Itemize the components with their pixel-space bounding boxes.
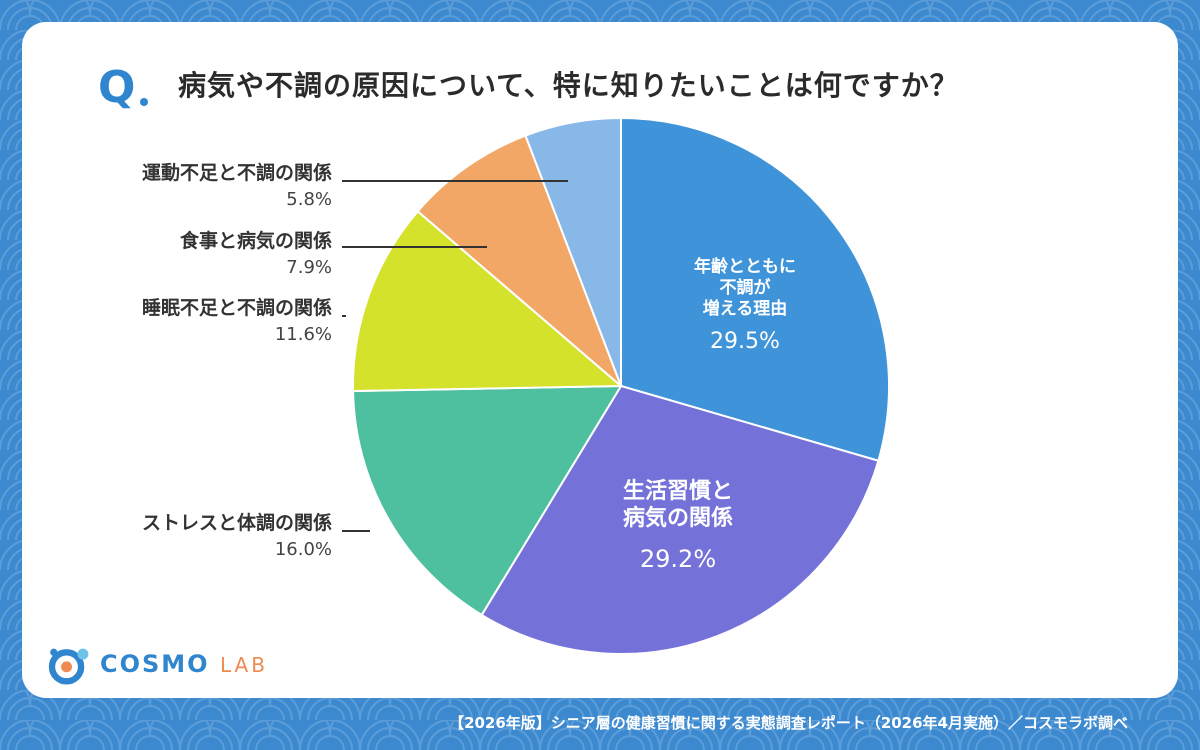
slice-value-label: 29.5% xyxy=(710,329,780,354)
pie-slice xyxy=(416,134,622,387)
question-mark-dot xyxy=(140,98,148,106)
cosmo-lab-logo-text: COSMO LAB xyxy=(100,650,268,678)
slice-label: 増える理由 xyxy=(703,298,788,319)
pie-slice xyxy=(524,116,622,387)
slice-external-label: 運動不足と不調の関係 5.8% xyxy=(142,158,332,210)
question-title: 病気や不調の原因について、特に知りたいことは何ですか？ xyxy=(178,69,959,102)
pie-slice xyxy=(352,384,623,617)
slice-label: 食事と病気の関係 xyxy=(179,230,332,252)
slice-label: 年齢とともに xyxy=(694,256,796,277)
cosmo-lab-logo-icon xyxy=(48,648,89,685)
slice-label: 病気の関係 xyxy=(623,505,733,531)
pie-slice xyxy=(620,116,890,463)
slice-external-label: ストレスと体調の関係 16.0% xyxy=(142,508,332,560)
slice-label: 睡眠不足と不調の関係 xyxy=(141,297,332,319)
footer-credit: 【2026年版】シニア層の健康習慣に関する実態調査レポート（2026年4月実施）… xyxy=(449,714,1128,732)
slice-label: 生活習慣と xyxy=(623,478,733,504)
question-mark-label: Q xyxy=(98,62,136,113)
slice-value-label: 5.8% xyxy=(286,189,332,210)
slice-value-label: 7.9% xyxy=(286,257,332,278)
slice-value-label: 16.0% xyxy=(274,539,332,560)
slice-value-label: 11.6% xyxy=(274,324,332,345)
slice-external-label: 食事と病気の関係 7.9% xyxy=(180,226,332,278)
slice-external-label: 睡眠不足と不調の関係 11.6% xyxy=(142,293,332,345)
pie-slice xyxy=(352,209,624,393)
slice-label: 不調が xyxy=(720,277,771,298)
slice-label: ストレスと体調の関係 xyxy=(141,512,332,534)
logo-name: COSMO xyxy=(100,650,210,678)
slice-value-label: 29.2% xyxy=(640,545,716,573)
slice-label: 運動不足と不調の関係 xyxy=(141,162,332,184)
logo-suffix: LAB xyxy=(219,653,268,677)
